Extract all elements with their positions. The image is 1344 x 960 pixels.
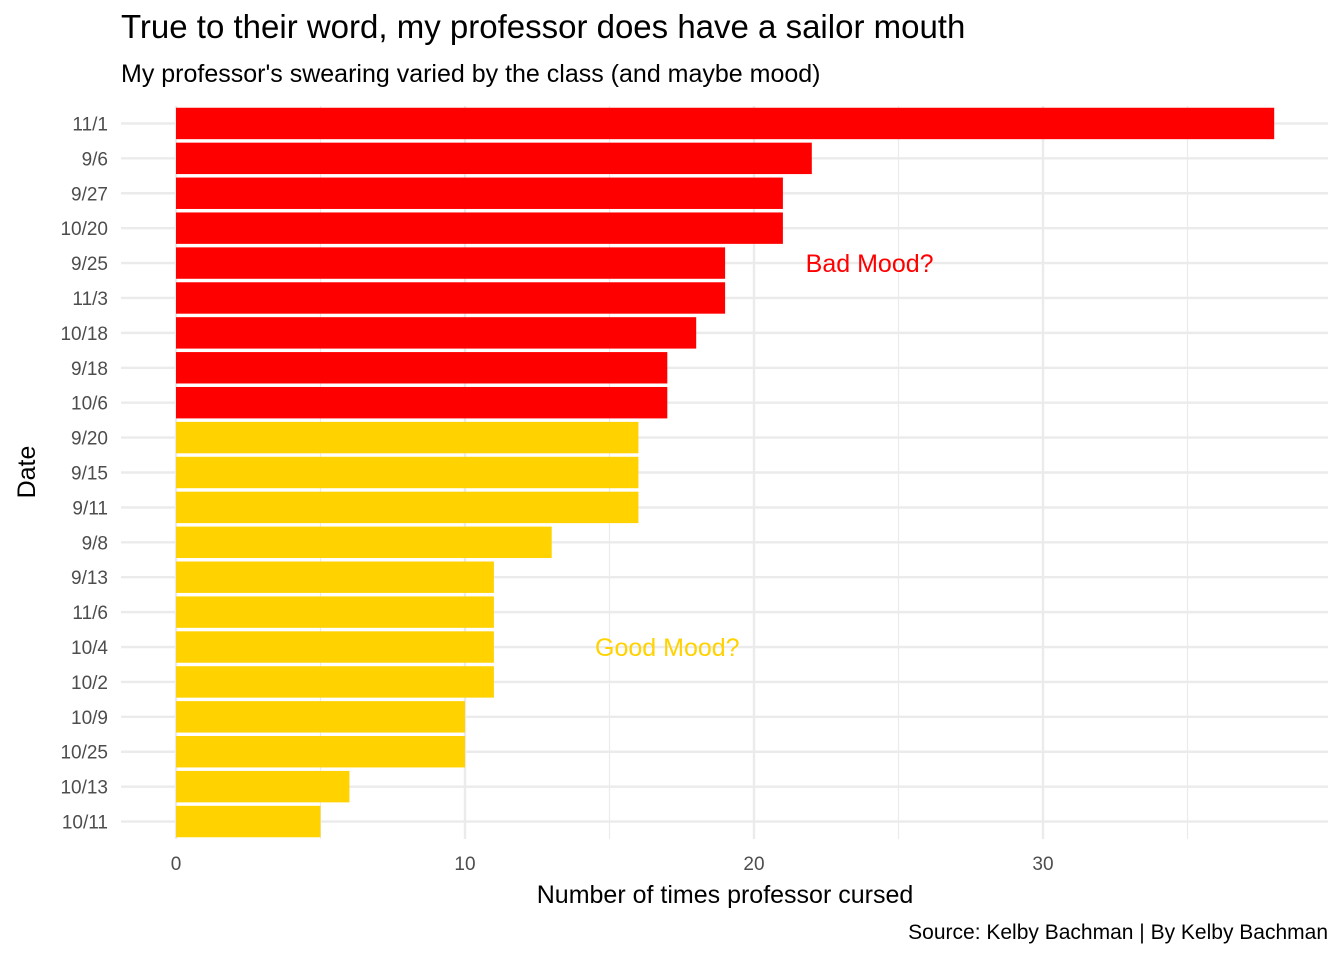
bar [176,561,494,593]
y-tick-label: 10/9 [71,708,108,729]
bar [176,177,783,209]
y-tick-labels: 11/1 9/6 9/27 10/20 9/25 11/3 10/18 9/18 10/6 9/2… [60,114,108,833]
chart-subtitle: My professor's swearing varied by the cl… [121,60,821,88]
chart-title: True to their word, my professor does ha… [121,8,966,45]
bar [176,421,639,454]
bar [176,736,465,768]
bar [176,282,726,314]
bar [176,142,812,175]
bar [176,212,783,244]
y-tick-label: 10/18 [60,324,108,345]
bar [176,770,350,803]
bar [176,701,465,733]
x-axis-title: Number of times professor cursed [537,881,914,909]
y-tick-label: 9/18 [71,359,108,380]
y-tick-label: 10/11 [62,813,108,834]
y-tick-label: 9/6 [82,149,108,170]
y-tick-label: 9/25 [71,254,108,275]
bars [176,107,1275,838]
y-tick-label: 10/4 [71,638,108,659]
y-tick-label: 9/20 [71,429,108,450]
x-tick-label: 10 [454,854,475,875]
y-tick-label: 9/15 [71,464,108,485]
bar [176,456,639,489]
y-tick-label: 10/20 [60,219,108,240]
y-tick-label: 9/13 [71,568,108,589]
bar [176,631,494,663]
annotations: Bad Mood? Good Mood? [595,250,934,662]
x-tick-label: 30 [1032,854,1053,875]
annotation-label: Good Mood? [595,634,740,662]
bar [176,107,1275,140]
bar [176,247,726,279]
x-tick-label: 0 [171,854,182,875]
y-axis-title: Date [13,446,41,499]
y-tick-label: 10/2 [71,673,108,694]
bar [176,666,494,698]
chart-caption: Source: Kelby Bachman | By Kelby Bachman [908,921,1328,944]
y-tick-label: 9/11 [72,498,108,519]
bar [176,491,639,524]
annotation-label: Bad Mood? [806,250,934,278]
bar [176,317,697,349]
y-tick-label: 10/25 [60,743,108,764]
y-tick-label: 9/8 [82,533,108,554]
y-tick-label: 11/6 [72,603,108,624]
y-tick-label: 11/3 [72,289,108,310]
bar [176,386,668,419]
x-tick-labels: 0 10 20 30 [171,854,1054,875]
bar [176,352,668,384]
y-tick-label: 10/6 [71,394,108,415]
bar [176,526,552,559]
y-tick-label: 11/1 [72,114,108,135]
x-tick-label: 20 [743,854,764,875]
y-tick-label: 9/27 [71,184,108,205]
bar [176,805,321,838]
bar [176,596,494,628]
y-tick-label: 10/13 [60,778,108,799]
